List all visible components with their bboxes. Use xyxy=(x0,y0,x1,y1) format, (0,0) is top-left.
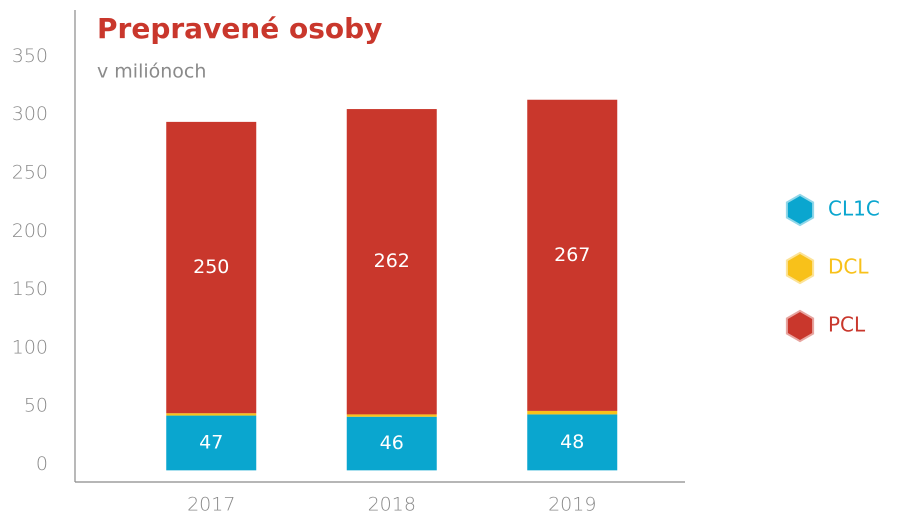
x-tick-label: 2018 xyxy=(368,494,416,516)
legend-swatch xyxy=(785,309,815,343)
data-label: 267 xyxy=(554,244,590,266)
bar-segment xyxy=(527,410,618,415)
bar-segment xyxy=(527,99,618,411)
bar-segment xyxy=(166,121,257,414)
bar-segment xyxy=(166,413,257,416)
data-label: 250 xyxy=(193,256,229,278)
y-tick-label: 250 xyxy=(12,161,48,183)
legend-label: CL1C xyxy=(828,197,880,221)
bar-segment xyxy=(346,414,437,417)
bar-segment xyxy=(346,416,437,471)
bar-segment xyxy=(346,109,437,415)
chart-subtitle: v miliónoch xyxy=(97,61,206,83)
data-label: 46 xyxy=(380,432,404,454)
bar-segment xyxy=(527,414,618,471)
y-tick-label: 150 xyxy=(12,278,48,300)
legend-label: PCL xyxy=(828,313,866,337)
data-label: 47 xyxy=(199,431,223,453)
legend-label: DCL xyxy=(828,255,869,279)
legend-swatch xyxy=(785,251,815,285)
y-tick-label: 100 xyxy=(12,336,48,358)
data-label: 262 xyxy=(374,250,410,272)
x-tick-label: 2019 xyxy=(548,494,596,516)
data-label: 48 xyxy=(560,431,584,453)
legend-swatch xyxy=(785,193,815,227)
bar-segment xyxy=(166,415,257,471)
y-tick-label: 350 xyxy=(12,45,48,67)
x-tick-label: 2017 xyxy=(187,494,235,516)
y-tick-label: 0 xyxy=(36,453,48,475)
y-tick-label: 300 xyxy=(12,103,48,125)
y-tick-label: 50 xyxy=(24,395,48,417)
chart-title: Prepravené osoby xyxy=(97,12,382,45)
y-tick-label: 200 xyxy=(12,220,48,242)
